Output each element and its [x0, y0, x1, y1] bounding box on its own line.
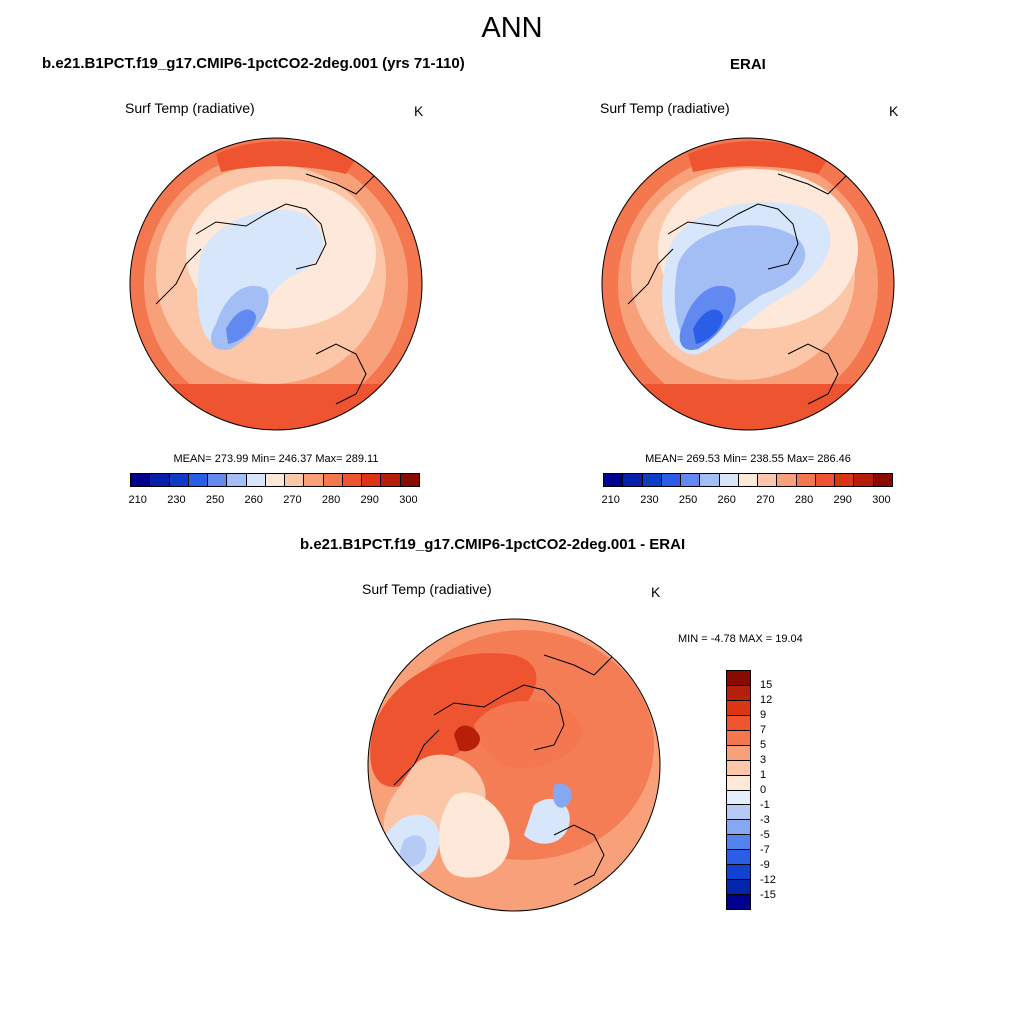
colorbar-tick-label: 300 — [399, 494, 418, 506]
colorbar-swatch — [188, 474, 209, 486]
colorbar-tick-label: 9 — [760, 709, 767, 721]
colorbar-swatch — [700, 474, 720, 486]
panel-3-colorbar — [726, 670, 751, 910]
panel-3-title: b.e21.B1PCT.f19_g17.CMIP6-1pctCO2-2deg.0… — [300, 536, 686, 553]
panel-2-title: ERAI — [730, 56, 766, 73]
colorbar-swatch — [727, 759, 750, 775]
colorbar-swatch — [854, 474, 874, 486]
colorbar-swatch — [719, 474, 739, 486]
panel-1-units-label: K — [414, 103, 424, 119]
colorbar-tick-label: -15 — [760, 889, 776, 901]
colorbar-tick-label: -7 — [760, 844, 770, 856]
colorbar-swatch — [246, 474, 266, 486]
colorbar-swatch — [604, 474, 624, 486]
colorbar-swatch — [208, 474, 228, 486]
colorbar-swatch — [381, 474, 401, 486]
colorbar-swatch — [727, 699, 750, 715]
colorbar-tick-label: -1 — [760, 799, 770, 811]
colorbar-tick-label: 15 — [760, 679, 773, 691]
colorbar-swatch — [727, 671, 750, 685]
panel-3-stats: MIN = -4.78 MAX = 19.04 — [678, 633, 803, 645]
colorbar-swatch — [873, 474, 892, 486]
colorbar-swatch — [727, 744, 750, 760]
colorbar-swatch — [400, 474, 419, 486]
panel-1-polar-map — [129, 137, 423, 431]
colorbar-tick-label: 250 — [205, 494, 225, 506]
colorbar-swatch — [642, 474, 662, 486]
colorbar-tick-label: 230 — [640, 494, 659, 506]
colorbar-tick-label: 5 — [760, 739, 767, 751]
colorbar-swatch — [835, 474, 855, 486]
main-title: ANN — [481, 12, 543, 44]
colorbar-tick-label: 7 — [760, 724, 767, 736]
panel-3-variable-label: Surf Temp (radiative) — [362, 581, 492, 597]
colorbar-swatch — [815, 474, 836, 486]
colorbar-tick-label: -3 — [760, 814, 770, 826]
colorbar-swatch — [681, 474, 701, 486]
colorbar-swatch — [727, 804, 750, 820]
colorbar-swatch — [227, 474, 247, 486]
colorbar-swatch — [777, 474, 797, 486]
panel-2-units-label: K — [889, 103, 899, 119]
colorbar-swatch — [796, 474, 816, 486]
colorbar-swatch — [265, 474, 286, 486]
colorbar-tick-label: 210 — [601, 494, 620, 506]
colorbar-swatch — [727, 729, 750, 745]
colorbar-swatch — [342, 474, 363, 486]
panel-1-colorbar — [130, 473, 420, 487]
colorbar-tick-label: 250 — [678, 494, 698, 506]
colorbar-swatch — [727, 819, 750, 835]
colorbar-swatch — [727, 789, 750, 805]
colorbar-swatch — [304, 474, 324, 486]
panel-1-colorbar-ticks: 210 230 250 260 270 280 290 300 — [128, 494, 420, 508]
colorbar-tick-label: 230 — [167, 494, 186, 506]
colorbar-tick-label: 280 — [321, 494, 341, 506]
colorbar-swatch — [727, 894, 750, 909]
colorbar-tick-label: 260 — [717, 494, 736, 506]
colorbar-tick-label: 290 — [833, 494, 852, 506]
panel-1-stats: MEAN= 273.99 Min= 246.37 Max= 289.11 — [173, 453, 379, 465]
panel-2-colorbar — [603, 473, 893, 487]
panel-3-units-label: K — [651, 584, 661, 600]
panel-3-colorbar-ticks: -15 -12 -9 -7 -5 -3 -1 0 1 3 5 7 9 12 15 — [760, 670, 800, 910]
colorbar-swatch — [727, 684, 750, 700]
colorbar-tick-label: -9 — [760, 859, 770, 871]
colorbar-tick-label: 1 — [760, 769, 767, 781]
panel-2-polar-map — [601, 137, 895, 431]
colorbar-swatch — [738, 474, 759, 486]
colorbar-swatch — [285, 474, 305, 486]
colorbar-tick-label: 260 — [244, 494, 263, 506]
colorbar-tick-label: 280 — [794, 494, 814, 506]
colorbar-tick-label: -12 — [760, 874, 776, 886]
colorbar-swatch — [623, 474, 643, 486]
colorbar-swatch — [169, 474, 189, 486]
colorbar-tick-label: 3 — [760, 754, 767, 766]
colorbar-swatch — [727, 864, 750, 880]
colorbar-tick-label: 0 — [760, 784, 767, 796]
colorbar-swatch — [661, 474, 682, 486]
colorbar-swatch — [323, 474, 343, 486]
panel-2-variable-label: Surf Temp (radiative) — [600, 100, 730, 116]
colorbar-tick-label: 210 — [128, 494, 147, 506]
panel-2-colorbar-ticks: 210 230 250 260 270 280 290 300 — [601, 494, 893, 508]
colorbar-swatch — [362, 474, 382, 486]
colorbar-swatch — [150, 474, 170, 486]
colorbar-swatch — [727, 714, 750, 730]
panel-1-title: b.e21.B1PCT.f19_g17.CMIP6-1pctCO2-2deg.0… — [42, 55, 465, 72]
colorbar-swatch — [727, 879, 750, 895]
colorbar-tick-label: 12 — [760, 694, 773, 706]
colorbar-tick-label: -5 — [760, 829, 770, 841]
panel-2-stats: MEAN= 269.53 Min= 238.55 Max= 286.46 — [645, 453, 851, 465]
colorbar-swatch — [131, 474, 151, 486]
colorbar-tick-label: 290 — [360, 494, 379, 506]
colorbar-swatch — [727, 849, 750, 865]
panel-1-variable-label: Surf Temp (radiative) — [125, 100, 255, 116]
colorbar-tick-label: 270 — [756, 494, 775, 506]
colorbar-swatch — [758, 474, 778, 486]
colorbar-tick-label: 300 — [872, 494, 891, 506]
colorbar-swatch — [727, 774, 750, 790]
colorbar-swatch — [727, 834, 750, 850]
panel-3-polar-map — [367, 618, 661, 912]
colorbar-tick-label: 270 — [283, 494, 302, 506]
